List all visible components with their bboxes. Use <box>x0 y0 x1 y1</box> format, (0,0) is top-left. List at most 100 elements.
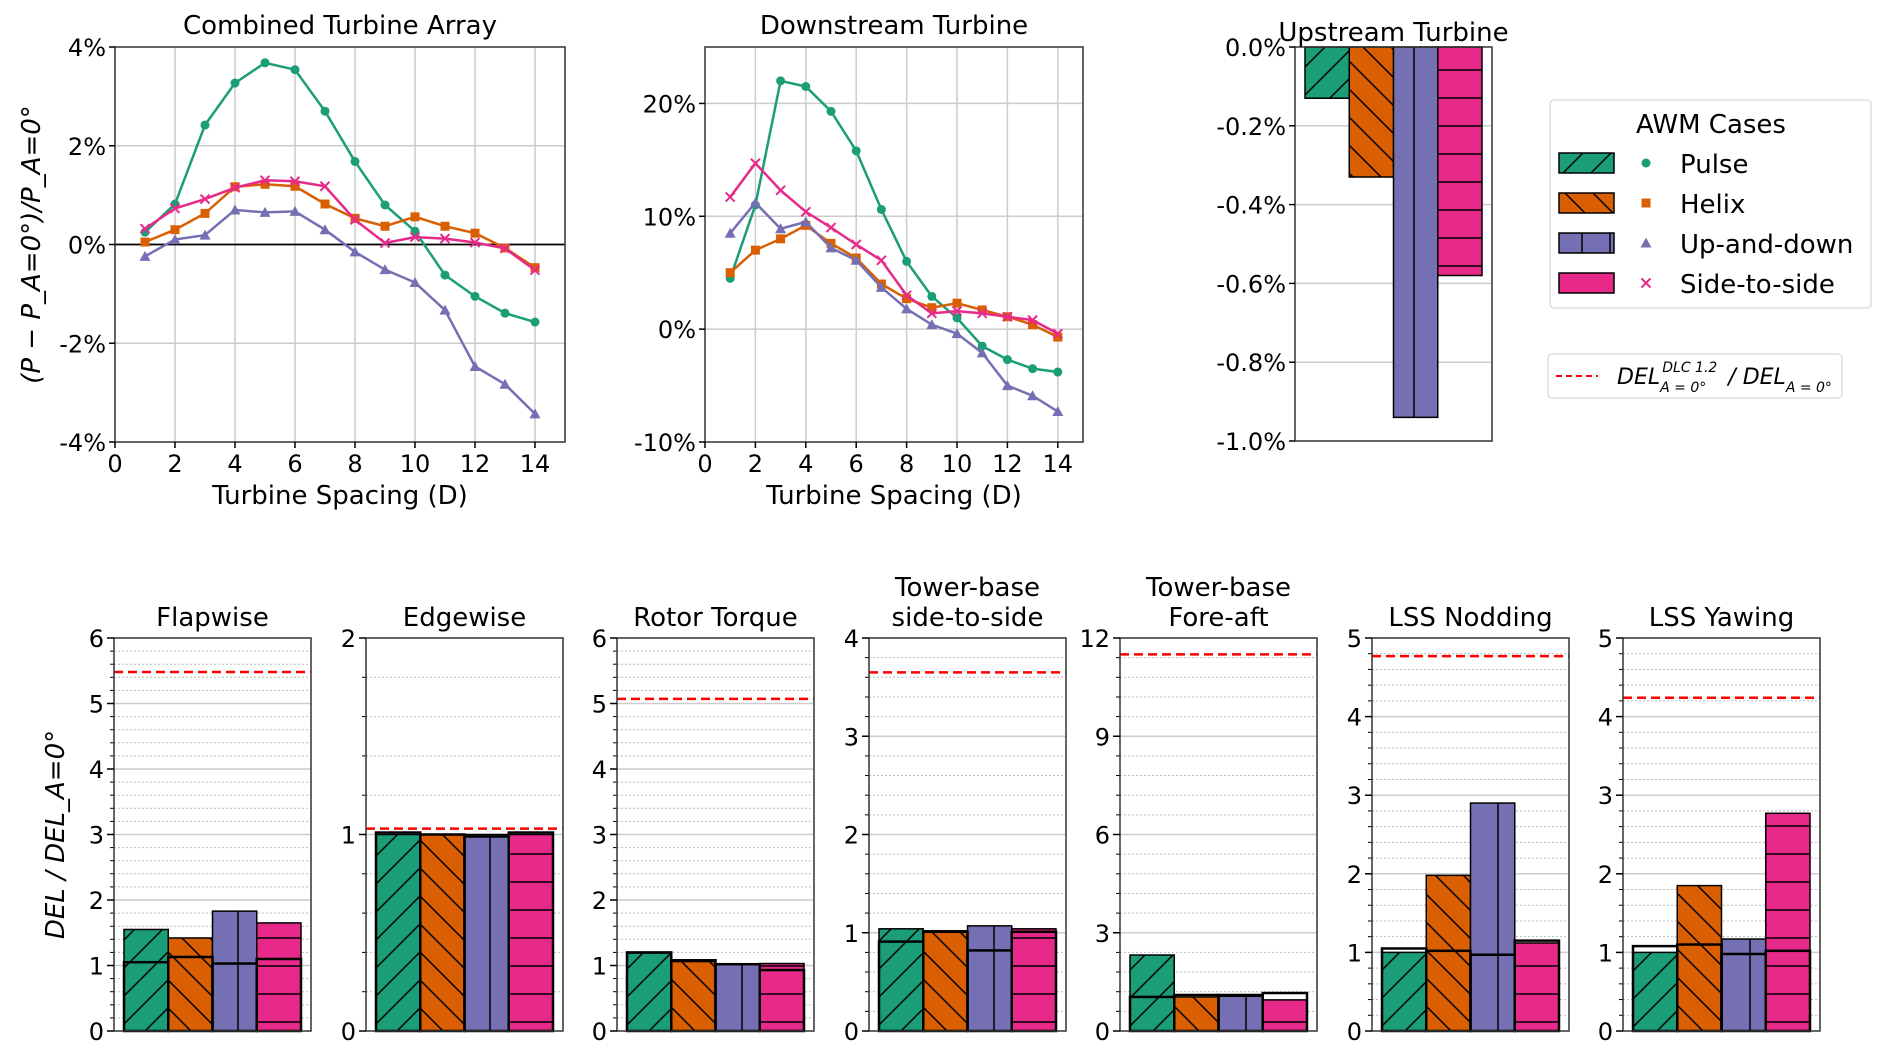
y-tick-label: 4 <box>89 756 104 784</box>
data-point-helix <box>902 294 912 304</box>
plots: 0 2 4 6 8 10 12 14-4%-2%0%2%4%Combined Turbine … <box>17 11 1821 1046</box>
data-point-helix <box>952 298 962 308</box>
y-tick-label: 12 <box>1079 625 1110 653</box>
bar-filled-side-to-side <box>1262 999 1308 1032</box>
y-tick-label: -0.2% <box>1216 113 1286 141</box>
y-tick-label: 2 <box>592 887 607 915</box>
data-point-pulse <box>410 226 420 236</box>
y-tick-label: 2% <box>68 133 106 161</box>
x-tick-label: 6 <box>849 450 864 478</box>
legend-reference-label: DELA = 0°DLC 1.2 / DELA = 0° <box>1617 360 1832 396</box>
x-tick-label: 2 <box>167 450 182 478</box>
data-point-up-and-down <box>499 378 511 389</box>
data-point-pulse <box>902 256 912 266</box>
bar-filled-helix <box>419 833 466 1032</box>
data-point-helix <box>530 263 540 273</box>
bar-filled-pulse <box>1632 951 1678 1032</box>
data-point-side-to-side <box>901 290 912 301</box>
x-tick-label: 4 <box>227 450 242 478</box>
data-point-up-and-down <box>800 216 812 227</box>
data-point-helix <box>776 234 786 244</box>
legend-label: Side-to-side <box>1680 270 1835 300</box>
bar-filled-up-and-down <box>1217 995 1264 1032</box>
y-tick-label: 9 <box>1095 723 1110 751</box>
data-point-pulse <box>801 82 811 91</box>
axes-frame <box>704 46 1084 443</box>
data-point-pulse <box>952 313 962 323</box>
data-point-side-to-side <box>469 237 481 248</box>
data-point-side-to-side <box>1052 328 1064 339</box>
data-point-side-to-side <box>169 203 181 214</box>
legend-marker-triangle-icon <box>1640 237 1652 248</box>
series-helix <box>140 179 540 273</box>
data-point-helix <box>410 212 420 222</box>
y-tick-label: 3 <box>1598 782 1613 810</box>
data-point-up-and-down <box>199 229 211 240</box>
legend-reference: DELA = 0°DLC 1.2 / DELA = 0° <box>1547 353 1843 399</box>
chart-rotor-torque: 0 1 2 3 4 5 6 Rotor Torque <box>592 603 815 1046</box>
series-up-and-down <box>139 204 541 419</box>
chart-flapwise: 0 1 2 3 4 5 6 Flapwise DEL / DEL_A=0° <box>41 603 312 1046</box>
data-point-up-and-down <box>529 408 541 419</box>
x-tick-label: 0 <box>697 450 712 478</box>
legend-marker-circle-icon <box>1641 158 1651 168</box>
x-tick-label: 14 <box>520 450 551 478</box>
axes-frame <box>1294 46 1493 442</box>
chart-title: Upstream Turbine <box>1278 18 1508 48</box>
series-pulse <box>725 76 1063 377</box>
bar-filled-side-to-side <box>1514 942 1560 1032</box>
data-point-helix <box>380 221 390 231</box>
series-line-up-and-down <box>729 200 1059 413</box>
data-point-up-and-down <box>1027 390 1039 401</box>
y-tick-label: 0 <box>1095 1018 1110 1046</box>
bar-filled-up-and-down <box>966 925 1013 1032</box>
chart-lss-yawing: 0 1 2 3 4 5 LSS Yawing <box>1598 603 1821 1046</box>
series-side-to-side <box>139 175 541 276</box>
y-tick-label: 0 <box>844 1018 859 1046</box>
data-point-up-and-down <box>775 223 787 234</box>
data-point-up-and-down <box>951 328 963 339</box>
y-tick-label: 0 <box>1598 1018 1613 1046</box>
data-point-pulse <box>500 308 510 318</box>
bar-filled-up-and-down <box>211 910 258 1032</box>
y-tick-label: 3 <box>844 723 859 751</box>
y-tick-label: 2 <box>1347 861 1362 889</box>
y-tick-label: 1 <box>1598 939 1613 967</box>
legend-label: Helix <box>1680 190 1745 220</box>
legend-entry-side-to-side: Side-to-side <box>1558 270 1835 300</box>
x-tick-label: 12 <box>992 450 1023 478</box>
y-tick-label: 1 <box>341 822 356 850</box>
data-point-up-and-down <box>379 264 391 275</box>
legend-entry-helix: Helix <box>1558 190 1745 220</box>
legend-entries: Pulse Helix Up-and-down Side-to-side <box>1558 150 1853 300</box>
data-point-up-and-down <box>319 224 331 235</box>
data-point-side-to-side <box>825 222 837 233</box>
legend-label: Pulse <box>1680 150 1748 180</box>
data-point-side-to-side <box>319 181 331 192</box>
y-tick-label: 0% <box>658 316 696 344</box>
axes-frame <box>1622 637 1821 1032</box>
data-point-helix <box>440 221 450 231</box>
data-point-helix <box>290 181 300 191</box>
data-point-helix <box>1028 320 1038 330</box>
legend-frame <box>1549 99 1872 309</box>
data-point-pulse <box>826 106 836 116</box>
x-axis-label: Turbine Spacing (D) <box>765 481 1022 511</box>
data-point-side-to-side <box>529 264 541 276</box>
data-point-helix <box>725 268 735 278</box>
data-point-side-to-side <box>724 191 736 203</box>
data-point-pulse <box>290 65 300 75</box>
bar-filled-helix <box>670 960 717 1032</box>
chart-title: Downstream Turbine <box>760 11 1028 41</box>
chart-lss-nodding: 0 1 2 3 4 5 LSS Nodding <box>1347 603 1570 1046</box>
bar-filled-pulse <box>878 928 924 1032</box>
series-line-pulse <box>144 61 536 324</box>
chart-downstream-turbine: 0 2 4 6 8 10 12 14 -10% 0% 10% 20% Downstream Turbin… <box>634 11 1084 511</box>
x-tick-label: 12 <box>460 450 491 478</box>
data-point-pulse <box>470 291 480 301</box>
chart-title: Tower-base <box>1145 573 1291 603</box>
data-point-side-to-side <box>1027 314 1038 326</box>
data-point-pulse <box>1028 364 1038 374</box>
bar-filled-up-and-down <box>1469 802 1516 1032</box>
data-point-side-to-side <box>926 308 938 319</box>
